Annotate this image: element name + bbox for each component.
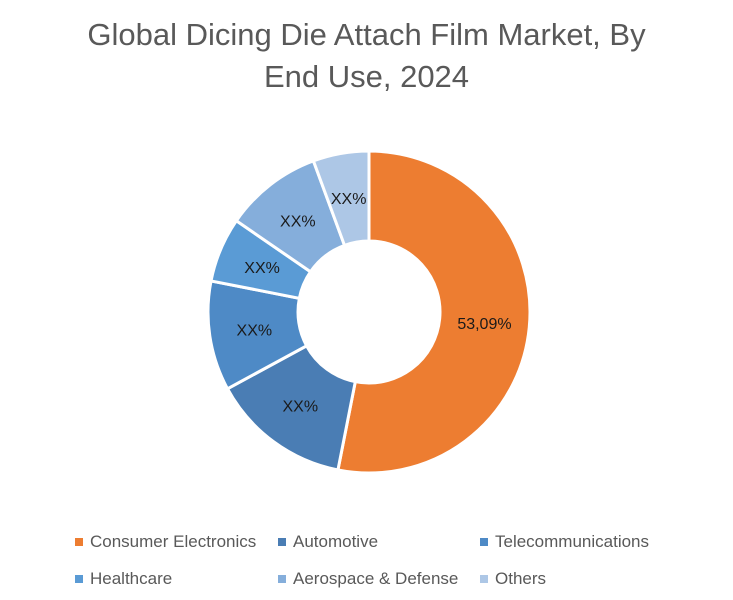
slice-consumer-electronics [336,149,532,475]
legend-item-telecommunications: Telecommunications [480,532,649,552]
legend-swatch [480,575,488,583]
donut-slices [206,149,532,475]
slice-label-aerospace-defense: XX% [280,213,316,230]
donut-labels: 53,09% XX% XX% XX% XX% XX% [237,191,512,416]
legend-item-healthcare: Healthcare [75,569,172,589]
chart-title-line1: Global Dicing Die Attach Film Market, By [87,17,646,52]
slice-label-others: XX% [331,191,367,208]
legend-label: Automotive [293,532,379,551]
slice-label-telecommunications: XX% [237,322,273,339]
slice-label-healthcare: XX% [244,260,280,277]
legend-swatch [75,575,83,583]
legend-swatch [75,538,83,546]
slice-others [311,149,371,248]
legend-label: Consumer Electronics [90,532,257,551]
slice-label-consumer-electronics: 53,09% [457,316,511,333]
chart-title-line2: End Use, 2024 [263,59,470,94]
legend-swatch [278,575,286,583]
legend-item-automotive: Automotive [278,532,378,552]
legend-swatch [480,538,488,546]
legend-swatch [278,538,286,546]
legend-item-consumer-electronics: Consumer Electronics [75,532,256,552]
legend-label: Others [495,569,547,588]
legend-label: Healthcare [90,569,173,588]
legend-item-aerospace-defense: Aerospace & Defense [278,569,458,589]
legend-label: Telecommunications [495,532,650,551]
legend-label: Aerospace & Defense [293,569,459,588]
slice-automotive [225,343,358,472]
legend-item-others: Others [480,569,546,589]
chart-title: Global Dicing Die Attach Film Market, By… [0,14,733,98]
slice-label-automotive: XX% [282,398,318,415]
